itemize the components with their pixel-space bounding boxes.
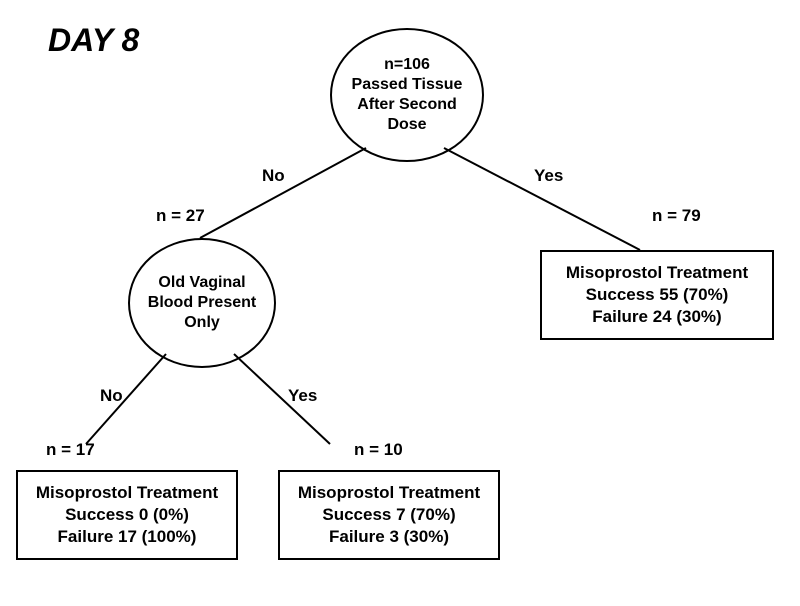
node-root-line3: After Second — [357, 95, 457, 115]
label-yes-2: Yes — [288, 386, 317, 406]
mid-rect-line3: Failure 3 (30%) — [329, 526, 449, 548]
label-yes-1: Yes — [534, 166, 563, 186]
mid-rect-line2: Success 7 (70%) — [322, 504, 455, 526]
left-rect-line2: Success 0 (0%) — [65, 504, 189, 526]
label-no-2: No — [100, 386, 123, 406]
node-root-line2: Passed Tissue — [352, 75, 463, 95]
mid-rect-line1: Misoprostol Treatment — [298, 482, 480, 504]
edge-blood-no — [86, 354, 166, 444]
right-rect-line3: Failure 24 (30%) — [592, 306, 721, 328]
edge-root-no — [200, 148, 366, 238]
node-left-rect: Misoprostol Treatment Success 0 (0%) Fai… — [16, 470, 238, 560]
label-n10: n = 10 — [354, 440, 403, 460]
node-root-line4: Dose — [387, 115, 426, 135]
label-no-1: No — [262, 166, 285, 186]
node-oldblood: Old Vaginal Blood Present Only — [128, 238, 276, 368]
node-oldblood-line1: Old Vaginal — [158, 273, 245, 293]
node-mid-rect: Misoprostol Treatment Success 7 (70%) Fa… — [278, 470, 500, 560]
node-right-rect: Misoprostol Treatment Success 55 (70%) F… — [540, 250, 774, 340]
label-n17: n = 17 — [46, 440, 95, 460]
right-rect-line2: Success 55 (70%) — [586, 284, 729, 306]
label-n27: n = 27 — [156, 206, 205, 226]
node-root: n=106 Passed Tissue After Second Dose — [330, 28, 484, 162]
left-rect-line1: Misoprostol Treatment — [36, 482, 218, 504]
left-rect-line3: Failure 17 (100%) — [58, 526, 197, 548]
right-rect-line1: Misoprostol Treatment — [566, 262, 748, 284]
node-oldblood-line3: Only — [184, 313, 220, 333]
edge-root-yes — [444, 148, 640, 250]
node-oldblood-line2: Blood Present — [148, 293, 256, 313]
node-root-line1: n=106 — [384, 55, 430, 75]
diagram-canvas: DAY 8 n=106 Passed Tissue After Second D… — [0, 0, 800, 606]
page-title: DAY 8 — [48, 22, 139, 59]
label-n79: n = 79 — [652, 206, 701, 226]
